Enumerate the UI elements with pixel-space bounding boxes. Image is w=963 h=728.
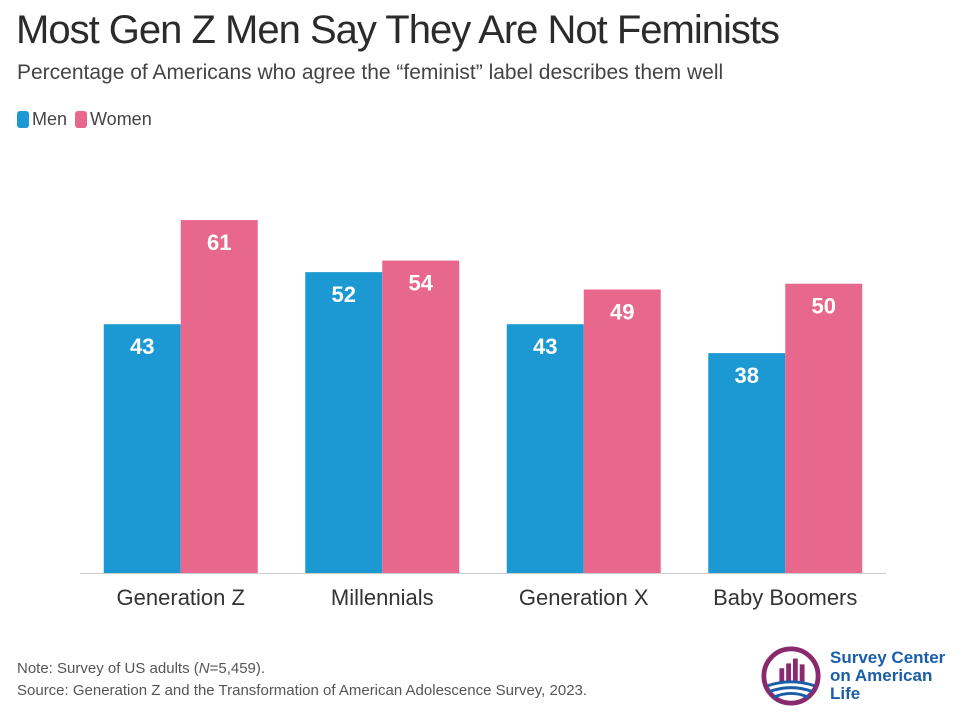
survey-center-logo: Survey Center on American Life — [760, 644, 963, 708]
legend-item-women: Women — [75, 108, 152, 130]
bar-women-generation-z — [180, 220, 258, 574]
data-label: 52 — [332, 282, 356, 307]
logo-emblem-icon — [761, 646, 821, 706]
bar-men-generation-x — [506, 324, 584, 573]
legend: Men Women — [17, 108, 156, 130]
bar-men-baby-boomers — [708, 353, 786, 573]
source-note: Note: Survey of US adults (N=5,459). Sou… — [17, 658, 587, 702]
data-label: 61 — [207, 230, 231, 255]
chart-title: Most Gen Z Men Say They Are Not Feminist… — [16, 8, 780, 52]
x-tick-label: Millennials — [331, 585, 434, 610]
bar-women-generation-x — [583, 289, 661, 573]
data-label: 38 — [735, 363, 759, 388]
logo-text: Survey Center on American Life — [830, 649, 963, 703]
bar-men-generation-z — [103, 324, 181, 573]
note-line: Note: Survey of US adults (N=5,459). — [17, 658, 587, 680]
bar-women-baby-boomers — [785, 283, 863, 573]
source-line: Source: Generation Z and the Transformat… — [17, 682, 588, 699]
bar-chart: 43 61 Generation Z 52 54 Millennials 43 49 Gener… — [80, 220, 886, 610]
x-tick-label: Baby Boomers — [713, 585, 857, 610]
data-label: 50 — [812, 294, 836, 319]
data-label: 43 — [130, 334, 154, 359]
legend-swatch-men — [17, 110, 29, 128]
legend-label-men: Men — [32, 109, 68, 129]
legend-swatch-women — [75, 110, 88, 128]
note-n-symbol: N — [198, 660, 210, 677]
legend-label-women: Women — [90, 109, 152, 129]
bar-women-millennials — [382, 260, 460, 573]
x-tick-label: Generation X — [519, 585, 649, 610]
note-suffix: =5,459). — [209, 660, 266, 677]
x-tick-label: Generation Z — [117, 585, 245, 610]
data-label: 49 — [610, 300, 634, 325]
chart-subtitle: Percentage of Americans who agree the “f… — [17, 61, 724, 84]
data-label: 43 — [533, 334, 557, 359]
note-prefix: Note: Survey of US adults ( — [17, 660, 199, 677]
logo-line-1: Survey Center — [830, 648, 946, 667]
bar-men-millennials — [305, 272, 383, 573]
logo-line-2: on American Life — [830, 666, 933, 703]
legend-item-men: Men — [17, 108, 67, 130]
data-label: 54 — [409, 271, 434, 296]
